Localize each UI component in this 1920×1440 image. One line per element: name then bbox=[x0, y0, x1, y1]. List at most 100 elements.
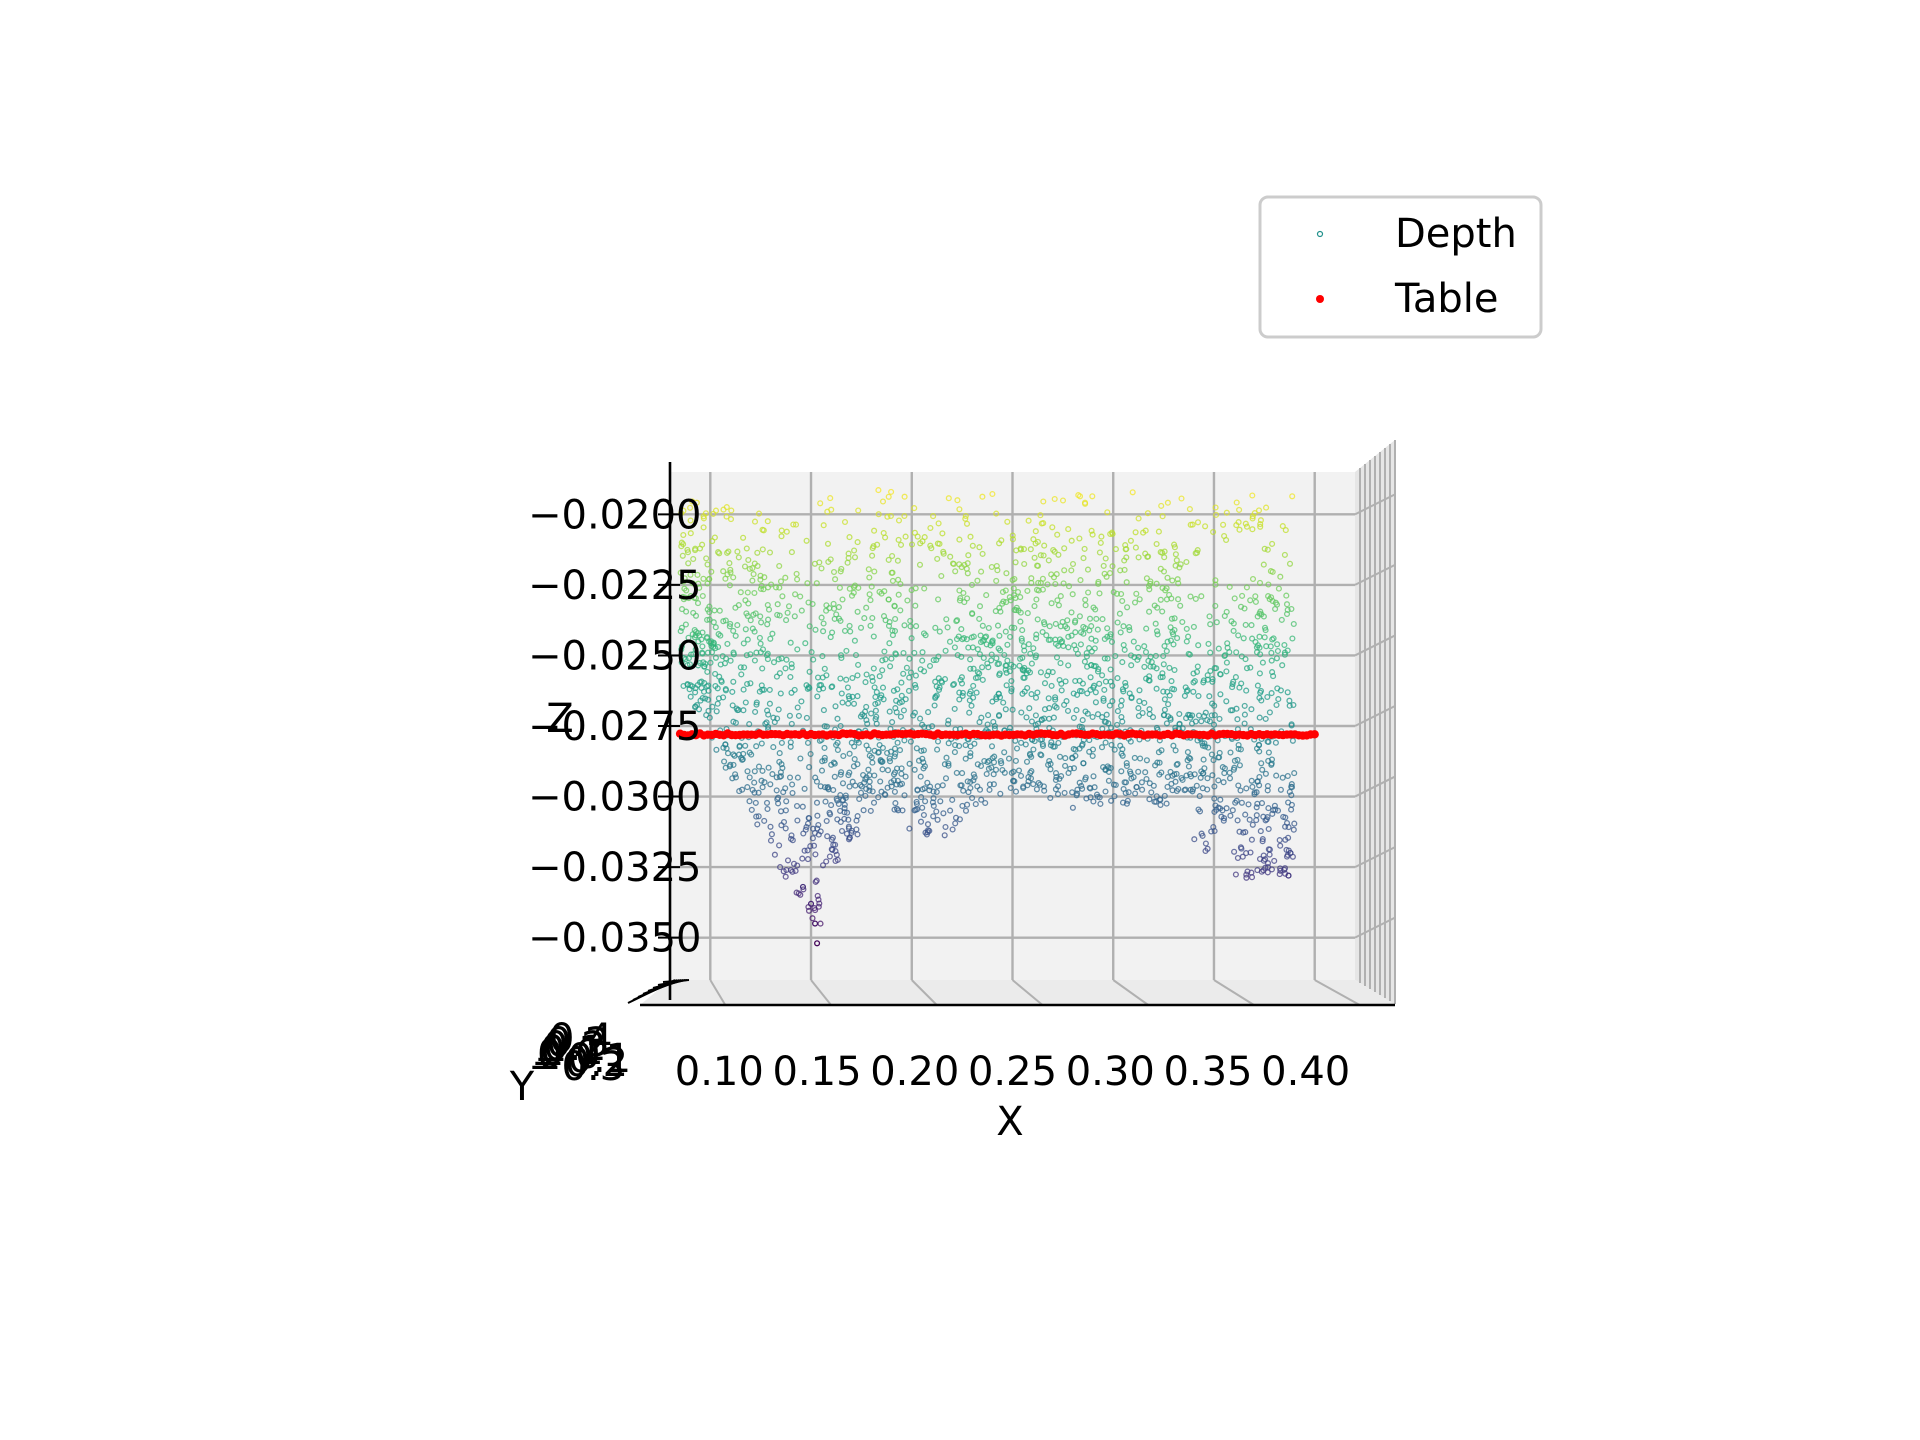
depth-point bbox=[905, 687, 913, 694]
depth-point bbox=[798, 607, 805, 614]
depth-point bbox=[1072, 752, 1079, 759]
depth-point bbox=[940, 550, 947, 557]
depth-point bbox=[828, 506, 835, 513]
depth-point bbox=[1069, 804, 1076, 811]
depth-point bbox=[1099, 714, 1106, 721]
depth-point bbox=[1097, 539, 1104, 546]
depth-point bbox=[875, 487, 882, 494]
depth-point bbox=[724, 640, 731, 647]
depth-point bbox=[744, 612, 751, 620]
depth-point bbox=[1008, 688, 1015, 695]
depth-point bbox=[809, 915, 816, 922]
depth-point bbox=[834, 746, 841, 754]
depth-point bbox=[1143, 575, 1150, 582]
depth-point bbox=[967, 656, 974, 663]
depth-point bbox=[1288, 722, 1295, 729]
depth-point bbox=[1212, 577, 1219, 584]
depth-point bbox=[1020, 643, 1027, 650]
depth-point bbox=[764, 805, 771, 813]
depth-point bbox=[1241, 711, 1248, 718]
depth-point bbox=[1107, 666, 1114, 673]
depth-point bbox=[1242, 811, 1249, 818]
depth-point bbox=[1202, 743, 1209, 750]
depth-point bbox=[791, 613, 798, 620]
depth-point bbox=[885, 556, 892, 563]
depth-point bbox=[1251, 510, 1258, 517]
depth-point bbox=[1003, 669, 1010, 676]
depth-point bbox=[1262, 627, 1269, 634]
depth-point bbox=[1174, 760, 1181, 767]
depth-point bbox=[812, 878, 819, 885]
depth-point bbox=[1069, 560, 1077, 568]
depth-point bbox=[1265, 581, 1272, 588]
depth-point bbox=[1078, 688, 1085, 695]
depth-point bbox=[1207, 649, 1214, 656]
depth-point bbox=[1153, 540, 1160, 548]
depth-point bbox=[755, 510, 763, 517]
depth-point bbox=[1178, 774, 1185, 782]
depth-point bbox=[1049, 524, 1056, 531]
depth-point bbox=[834, 816, 841, 823]
depth-point bbox=[687, 571, 694, 578]
depth-point bbox=[705, 682, 712, 689]
depth-point bbox=[1198, 593, 1205, 600]
depth-point bbox=[967, 665, 974, 672]
depth-point bbox=[747, 651, 754, 658]
depth-point bbox=[967, 533, 974, 540]
depth-point bbox=[763, 719, 770, 726]
depth-point bbox=[932, 624, 939, 631]
depth-point bbox=[1288, 605, 1295, 613]
depth-point bbox=[746, 721, 753, 728]
depth-point bbox=[678, 646, 685, 653]
depth-point bbox=[1123, 545, 1130, 553]
depth-point bbox=[869, 552, 876, 559]
depth-point bbox=[776, 612, 783, 619]
depth-point bbox=[996, 540, 1003, 547]
depth-point bbox=[794, 704, 801, 711]
depth-point bbox=[845, 550, 852, 557]
depth-point bbox=[818, 767, 826, 774]
depth-point bbox=[1258, 868, 1265, 875]
depth-point bbox=[1101, 635, 1108, 643]
depth-point bbox=[956, 597, 963, 604]
depth-point bbox=[784, 857, 792, 864]
depth-point bbox=[818, 565, 825, 572]
depth-point bbox=[1171, 541, 1178, 548]
depth-point bbox=[678, 510, 685, 517]
depth-point bbox=[1273, 701, 1280, 709]
depth-point bbox=[715, 549, 722, 556]
depth-point bbox=[1104, 625, 1111, 632]
y-tick-label: 0.3 bbox=[546, 1020, 610, 1066]
depth-point bbox=[1090, 604, 1097, 611]
depth-point bbox=[1058, 687, 1065, 694]
depth-point bbox=[1235, 741, 1242, 749]
depth-point bbox=[1213, 511, 1220, 518]
depth-point bbox=[1048, 600, 1055, 607]
depth-point bbox=[1011, 624, 1018, 631]
depth-point bbox=[808, 649, 815, 656]
depth-point bbox=[692, 646, 699, 653]
depth-point bbox=[983, 592, 990, 599]
depth-point bbox=[1008, 677, 1015, 685]
depth-point bbox=[895, 536, 902, 543]
depth-point bbox=[862, 679, 869, 686]
depth-point bbox=[844, 559, 851, 566]
depth-point bbox=[940, 810, 947, 817]
depth-point bbox=[1277, 573, 1284, 580]
depth-point bbox=[779, 593, 786, 600]
depth-point bbox=[911, 649, 918, 656]
depth-point bbox=[1129, 489, 1136, 496]
depth-point bbox=[1243, 850, 1250, 857]
depth-point bbox=[746, 565, 753, 572]
z-tick-label: −0.0225 bbox=[528, 563, 701, 609]
depth-point bbox=[1187, 755, 1194, 762]
depth-point bbox=[984, 759, 991, 766]
depth-point bbox=[857, 789, 865, 796]
depth-point bbox=[950, 681, 958, 688]
depth-point bbox=[1130, 638, 1137, 645]
depth-point bbox=[768, 581, 775, 588]
depth-point bbox=[678, 624, 685, 631]
depth-point bbox=[1223, 509, 1230, 516]
depth-point bbox=[1210, 721, 1218, 728]
z-axis-label: Z bbox=[546, 696, 573, 742]
